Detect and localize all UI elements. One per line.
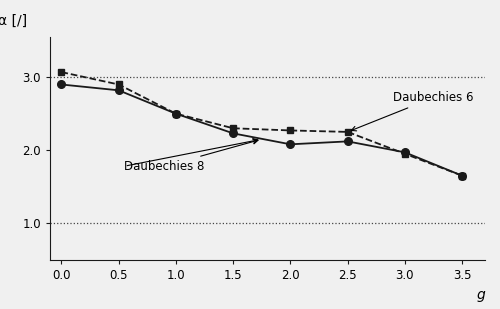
Text: Daubechies 8: Daubechies 8 bbox=[124, 139, 258, 173]
Text: g: g bbox=[476, 289, 485, 303]
Text: Daubechies 6: Daubechies 6 bbox=[352, 91, 474, 131]
Text: α [/]: α [/] bbox=[0, 14, 27, 28]
